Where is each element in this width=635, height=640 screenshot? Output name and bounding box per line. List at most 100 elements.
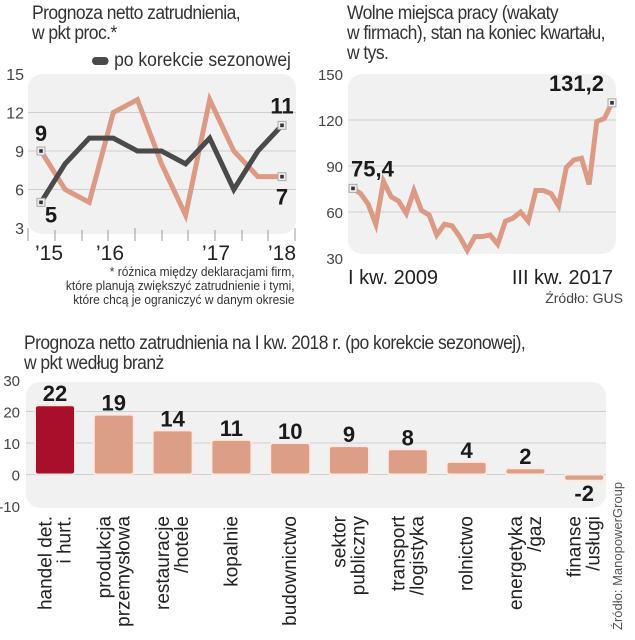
category-label: budownictwo	[280, 516, 301, 626]
category-label-line: /usługi	[584, 516, 605, 571]
data-label: 5	[45, 202, 57, 227]
y-tick-label: 120	[318, 113, 343, 130]
category-label-line: produkcja	[94, 516, 115, 599]
legend-swatch-icon	[92, 56, 109, 65]
category-label: rolnictwo	[457, 516, 478, 591]
category-label-line: rolnictwo	[457, 516, 478, 591]
y-tick-label: 10	[3, 436, 20, 453]
bar	[34, 404, 76, 476]
chart3-source: Źródło: ManopowerGroup	[610, 481, 625, 630]
chart1-legend: po korekcie sezonowej	[92, 50, 291, 72]
category-label: energetyka/gaz	[506, 516, 546, 610]
series-line-seasonally-adjusted	[38, 123, 284, 204]
bar	[92, 413, 135, 476]
data-point-marker-dot	[610, 101, 614, 105]
vacancies-line	[351, 101, 615, 256]
y-tick-label: -10	[0, 499, 20, 516]
category-label: restauracje/hotele	[153, 516, 193, 610]
category-label-line: kopalnie	[221, 516, 242, 587]
y-tick-label: 9	[15, 144, 24, 161]
category-label-line: restauracje	[153, 516, 174, 610]
chart2-title-line3: w tys.	[347, 43, 389, 64]
data-point-marker-dot	[39, 200, 43, 205]
bar	[386, 448, 429, 476]
chart2-svg: 30 60 90 120 150 75,4 131,2 I kw. 2009 III kw…	[318, 67, 617, 289]
data-label: 9	[35, 121, 47, 146]
bar-value-label: 2	[519, 444, 531, 469]
bar-value-label: 11	[220, 416, 243, 441]
category-label-line: przemysłowa	[113, 516, 134, 627]
category-label-line: finanse	[565, 516, 586, 577]
data-label: 7	[276, 185, 288, 210]
bar	[445, 460, 488, 476]
chart2-x-end-label: III kw. 2017	[512, 267, 613, 289]
bar-value-label: -2	[574, 481, 594, 506]
chart1-footnote: * różnica między deklaracjami firm, któr…	[66, 265, 295, 307]
y-tick-label: 60	[326, 205, 343, 222]
chart1-legend-label: po korekcie sezonowej	[114, 50, 291, 71]
y-tick-label: 0	[12, 468, 20, 485]
bar	[328, 445, 370, 476]
y-tick-label: 150	[318, 67, 343, 84]
bar-value-label: 8	[402, 425, 414, 450]
bar	[269, 442, 312, 476]
bar	[151, 429, 194, 476]
bar	[210, 438, 253, 476]
footnote-line1: * różnica między deklaracjami firm,	[110, 264, 295, 279]
chart1-title-line2: w pkt proc.*	[32, 23, 117, 44]
y-tick-label: 90	[326, 159, 343, 176]
bar	[563, 473, 606, 482]
y-tick-label: 15	[6, 67, 24, 84]
footnote-line3: które chcą je ograniczyć w danym okresie	[73, 292, 295, 307]
category-label-line: /hotele	[172, 516, 193, 573]
category-label-line: publiczny	[349, 516, 370, 596]
data-label: 131,2	[549, 71, 604, 96]
chart3-plot-background	[26, 382, 606, 508]
data-point-marker-dot	[280, 174, 284, 179]
chart2-source: Źródło: GUS	[545, 290, 623, 306]
category-label-line: transport	[388, 515, 409, 591]
data-label: 75,4	[351, 156, 395, 181]
chart1-title-line1: Prognoza netto zatrudnienia,	[32, 3, 241, 24]
chart1-title: Prognoza netto zatrudnienia, w pkt proc.…	[32, 3, 241, 44]
y-tick-label: 6	[15, 183, 24, 200]
data-point-marker-dot	[39, 149, 43, 153]
chart2-title-line2: w firmach), stan na koniec kwartału,	[347, 23, 606, 44]
bar-value-label: 4	[460, 438, 473, 463]
category-label-line: sektor	[330, 515, 351, 567]
category-label-line: i hurt.	[55, 516, 76, 564]
x-tick-label: ’17	[202, 242, 230, 265]
chart2-plot-background	[348, 74, 616, 254]
chart1-svg: 3 6 9 12 15 ’15 ’16 ’17 ’18 5 9 11 7	[6, 67, 296, 265]
data-point-marker-dot	[280, 123, 284, 128]
x-tick-label: ’18	[268, 242, 296, 265]
category-label-line: budownictwo	[280, 516, 301, 626]
bar-value-label: 10	[278, 419, 302, 444]
category-label: finanse/usługi	[565, 516, 605, 577]
category-label-line: energetyka	[506, 516, 527, 610]
chart3-title-line1: Prognoza netto zatrudnienia na I kw. 201…	[24, 333, 526, 354]
bar-value-label: 14	[160, 406, 185, 431]
y-tick-label: 3	[15, 221, 24, 238]
category-label-line: handel det.	[36, 516, 57, 610]
chart2-title: Wolne miejsca pracy (wakaty w firmach), …	[347, 3, 606, 64]
bar-value-label: 9	[343, 422, 355, 447]
y-tick-label: 30	[3, 373, 20, 390]
x-tick-label: ’16	[96, 242, 124, 265]
x-tick-label: ’15	[35, 242, 63, 265]
chart3-title: Prognoza netto zatrudnienia na I kw. 201…	[24, 333, 526, 374]
data-label: 11	[270, 93, 293, 118]
category-label: kopalnie	[221, 516, 242, 587]
y-tick-label: 20	[3, 405, 20, 422]
y-tick-label: 30	[326, 251, 343, 268]
data-point-marker-dot	[351, 186, 355, 191]
category-label-line: /logistyka	[407, 516, 428, 596]
category-label: transport/logistyka	[388, 515, 428, 595]
bar-value-label: 19	[102, 391, 126, 416]
bar-value-label: 22	[43, 381, 67, 406]
chart2-title-line1: Wolne miejsca pracy (wakaty	[347, 3, 559, 24]
y-tick-label: 12	[6, 106, 24, 123]
chart3-title-line2: w pkt według branż	[24, 353, 164, 374]
category-label: handel det.i hurt.	[36, 516, 76, 610]
